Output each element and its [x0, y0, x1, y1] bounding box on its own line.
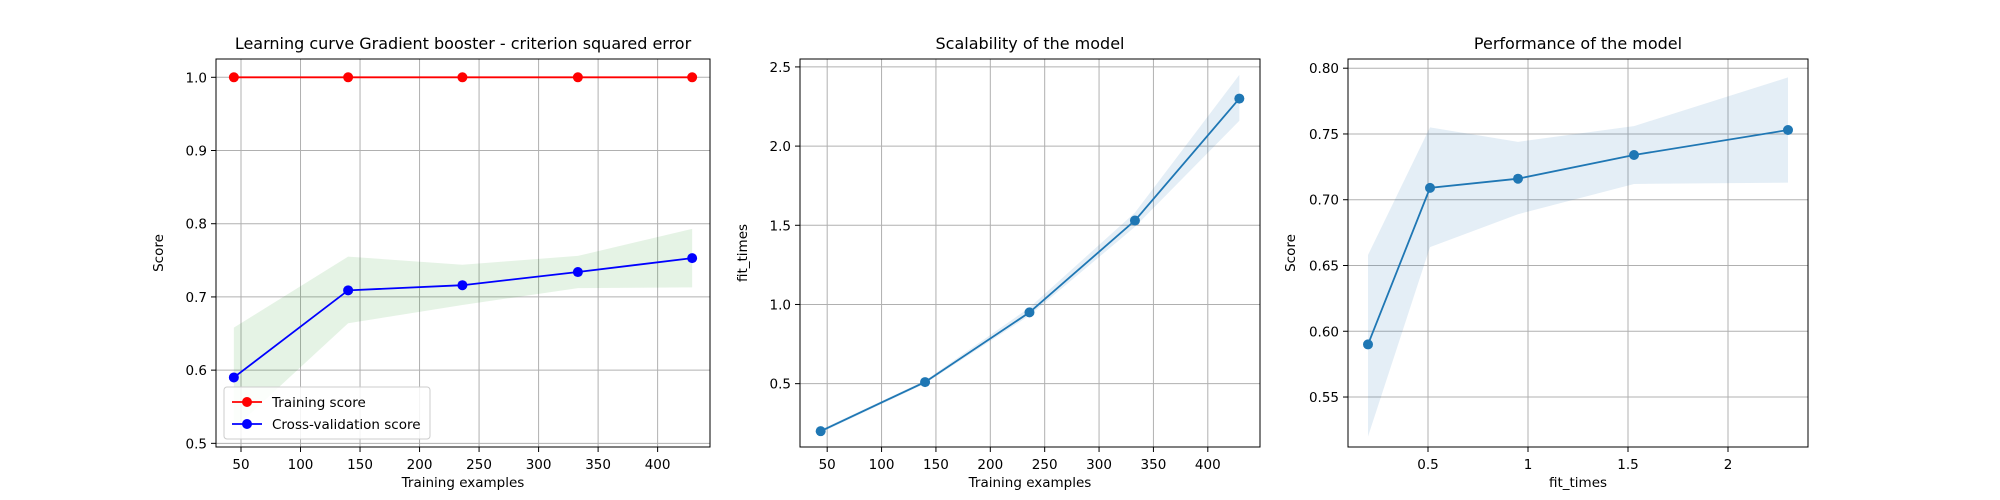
- data-point: [1425, 182, 1435, 193]
- y-tick-label: 2.0: [770, 139, 791, 155]
- y-tick-label: 0.8: [186, 217, 207, 233]
- chart-title: Scalability of the model: [936, 34, 1125, 53]
- y-tick-label: 1.0: [770, 297, 791, 313]
- x-tick-label: 0.5: [1417, 457, 1438, 473]
- data-point: [228, 372, 239, 383]
- y-tick-label: 0.75: [1309, 127, 1339, 143]
- x-tick-label: 50: [232, 457, 249, 473]
- data-point: [457, 72, 468, 83]
- y-tick-label: 0.6: [186, 363, 207, 379]
- x-tick-label: 350: [585, 457, 611, 473]
- data-point: [343, 72, 354, 83]
- y-tick-label: 0.5: [770, 377, 791, 393]
- confidence-band: [1368, 77, 1788, 437]
- x-tick-label: 400: [645, 457, 671, 473]
- x-tick-label: 100: [869, 457, 895, 473]
- y-tick-label: 0.80: [1309, 61, 1339, 77]
- x-tick-label: 150: [923, 457, 949, 473]
- x-tick-label: 300: [526, 457, 552, 473]
- x-tick-label: 300: [1086, 457, 1112, 473]
- legend-label: Training score: [271, 395, 366, 411]
- chart-title: Performance of the model: [1474, 34, 1682, 53]
- y-axis-label: fit_times: [735, 224, 751, 282]
- x-tick-label: 100: [288, 457, 314, 473]
- y-tick-label: 0.70: [1309, 193, 1339, 209]
- x-tick-label: 2: [1724, 457, 1733, 473]
- x-tick-label: 50: [819, 457, 836, 473]
- axes-frame: [215, 58, 711, 448]
- data-point: [1513, 173, 1523, 184]
- y-tick-label: 0.5: [186, 436, 207, 452]
- data-point: [228, 72, 239, 83]
- data-point: [687, 72, 698, 83]
- data-point: [815, 426, 826, 437]
- y-tick-label: 0.55: [1309, 390, 1339, 406]
- data-point: [572, 72, 583, 83]
- y-tick-label: 0.7: [186, 290, 207, 306]
- y-axis-label: Score: [1283, 234, 1299, 272]
- y-tick-label: 0.9: [186, 144, 207, 160]
- subplot-3: 0.5 1 1.5 2 0.55 0.60 0.65 0.70 0.75 0.80 Performa…: [1283, 34, 1809, 491]
- data-point: [1024, 307, 1035, 318]
- x-axis-label: Training examples: [401, 475, 525, 491]
- y-tick-label: 2.5: [770, 60, 791, 76]
- x-tick-label: 1: [1524, 457, 1533, 473]
- legend: Training score Cross-validation score: [223, 386, 431, 440]
- series-line: [820, 98, 1241, 432]
- x-axis-label: Training examples: [968, 475, 1092, 491]
- data-point: [1629, 150, 1639, 161]
- x-tick-label: 350: [1141, 457, 1167, 473]
- chart-title: Learning curve Gradient booster - criter…: [235, 34, 692, 53]
- x-axis-label: fit_times: [1549, 475, 1607, 491]
- x-tick-label: 1.5: [1617, 457, 1638, 473]
- legend-box: [223, 386, 431, 440]
- data-point: [572, 267, 583, 278]
- legend-marker: [242, 397, 252, 407]
- data-point: [920, 377, 931, 388]
- x-tick-label: 250: [1032, 457, 1058, 473]
- data-point: [457, 280, 468, 291]
- y-tick-label: 0.65: [1309, 258, 1339, 274]
- data-point: [1129, 215, 1140, 226]
- x-tick-label: 250: [466, 457, 492, 473]
- confidence-band: [233, 228, 693, 429]
- confidence-band: [820, 74, 1240, 433]
- x-tick-label: 400: [1195, 457, 1221, 473]
- subplot-1: 50 100 150 200 250 300 350 400 0.5 0.6 0.7 0.8 0.9 1.…: [151, 34, 711, 491]
- subplot-2: 50 100 150 200 250 300 350 400 0.5 1.0 1.5 2.0 2.5 Sc…: [735, 34, 1261, 491]
- legend-label: Cross-validation score: [272, 417, 421, 433]
- y-tick-label: 1.5: [770, 218, 791, 234]
- y-tick-label: 0.60: [1309, 324, 1339, 340]
- data-point: [343, 285, 354, 296]
- data-point: [1783, 125, 1793, 136]
- x-tick-label: 200: [407, 457, 433, 473]
- data-point: [1234, 93, 1245, 104]
- data-point: [687, 253, 698, 264]
- legend-marker: [242, 419, 252, 429]
- x-tick-label: 200: [977, 457, 1003, 473]
- axes-frame: [799, 58, 1261, 448]
- data-point: [1363, 339, 1373, 350]
- axes-frame: [1347, 58, 1809, 448]
- x-tick-label: 150: [347, 457, 373, 473]
- y-tick-label: 1.0: [186, 70, 207, 86]
- y-axis-label: Score: [151, 234, 167, 272]
